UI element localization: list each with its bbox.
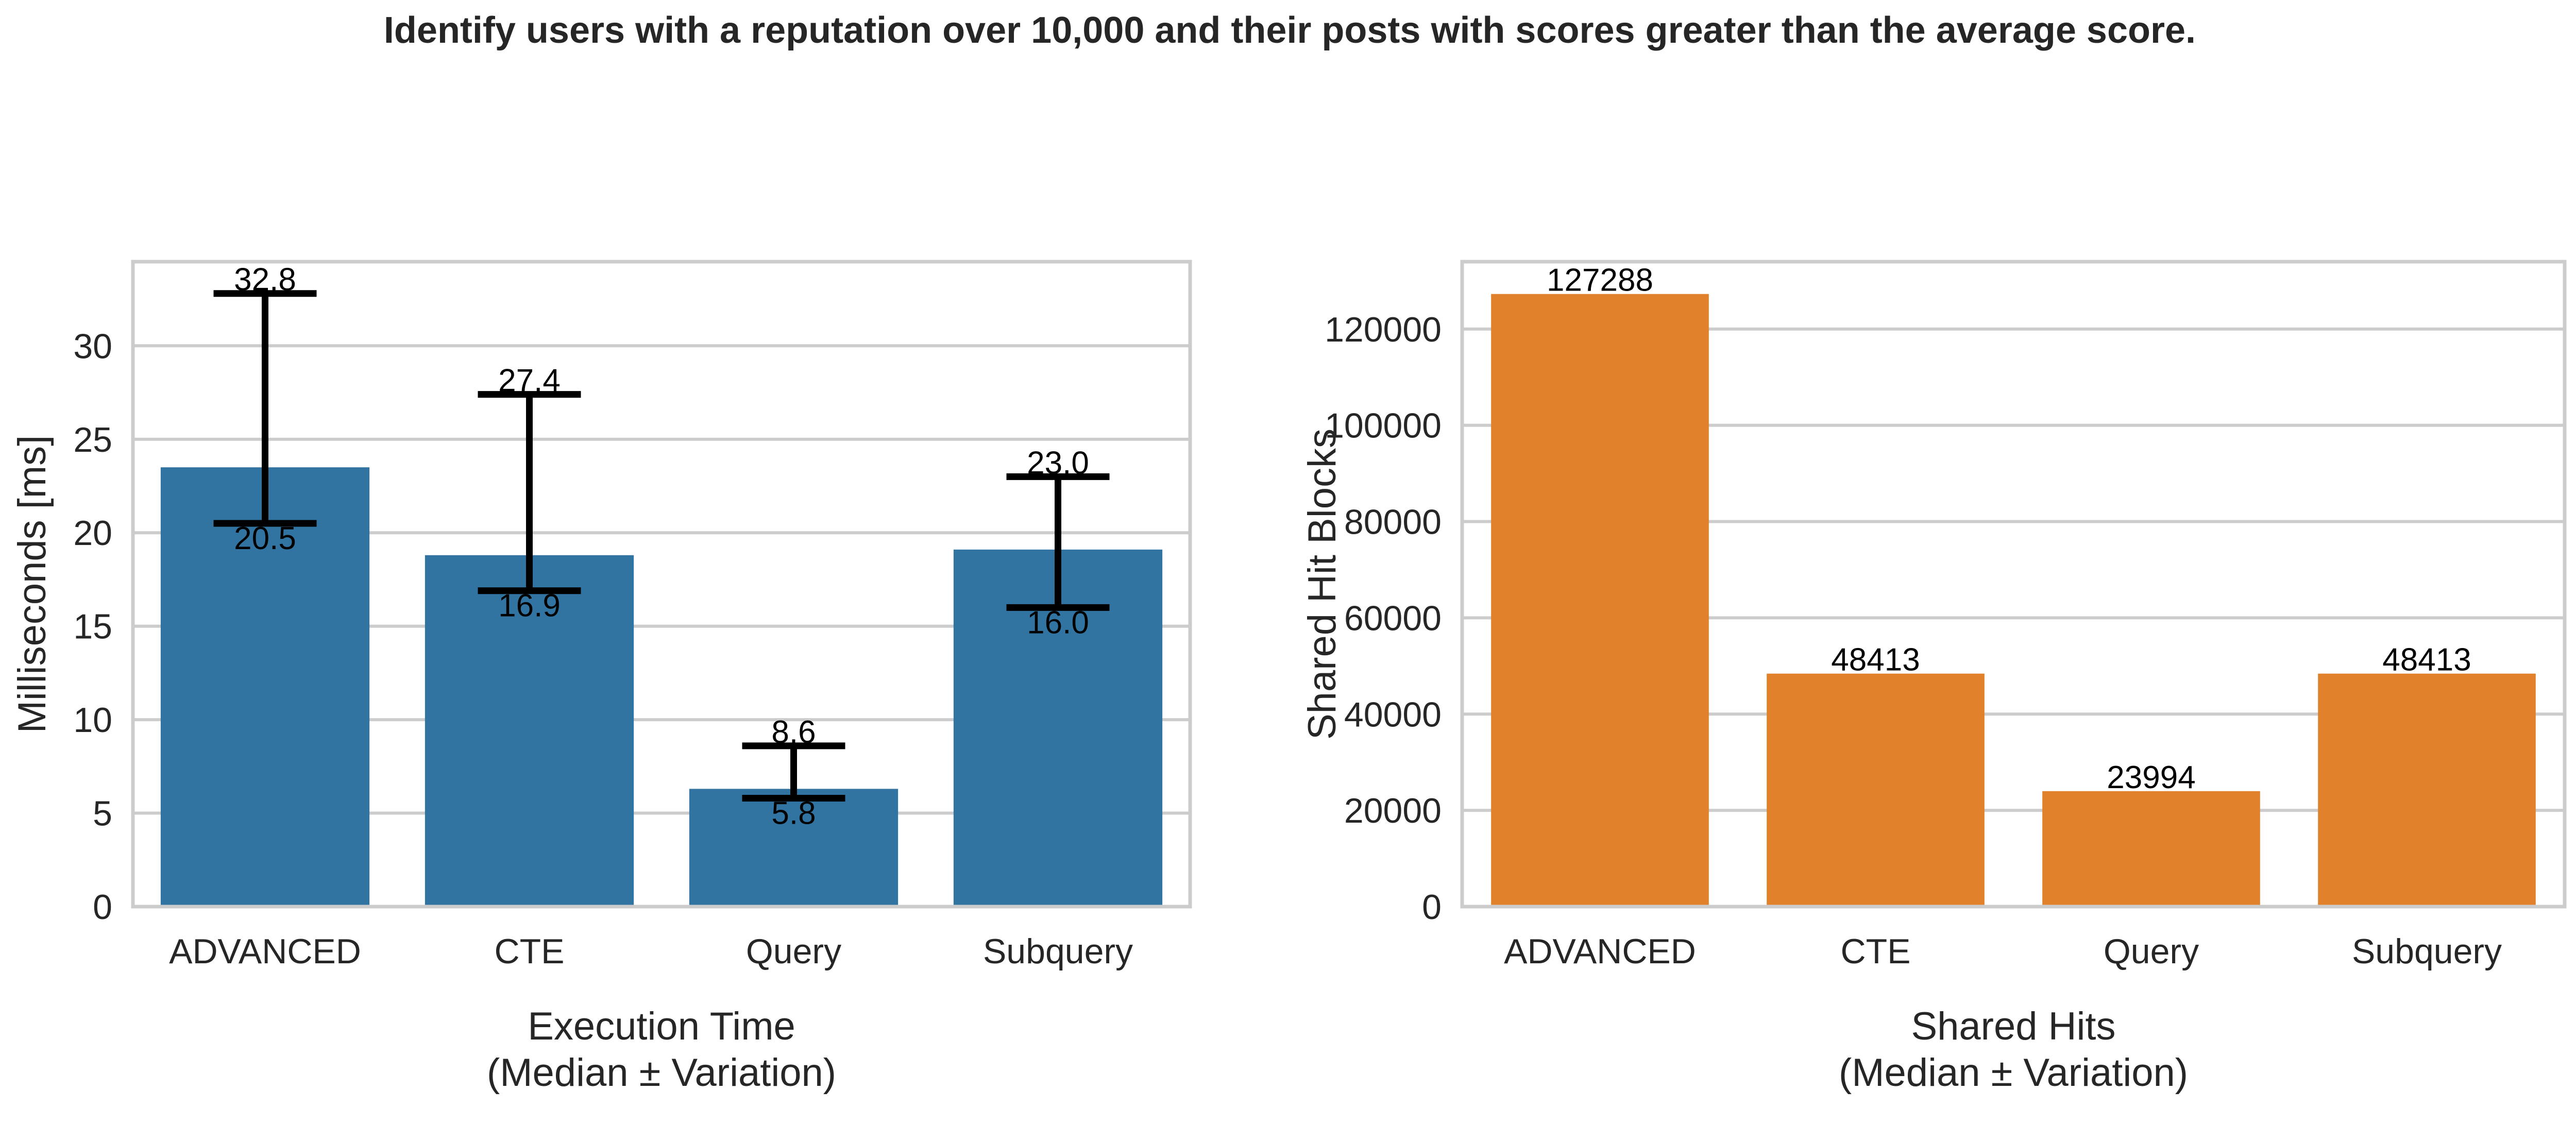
y-tick-label: 30 (73, 327, 112, 366)
y-tick-label: 20 (73, 514, 112, 553)
execution-time-chart: 0 5 10 15 20 25 30 ADVANCED CTE Query Subquery 32.8… (10, 260, 1192, 1095)
x-tick-label: Subquery (2352, 932, 2502, 971)
plot-frame (1460, 260, 2567, 909)
value-label: 48413 (2382, 642, 2471, 678)
y-axis-label: Milliseconds [ms] (10, 435, 54, 734)
figure-title: Identify users with a reputation over 10… (383, 10, 2196, 51)
x-tick-label: Subquery (983, 932, 1133, 971)
y-tick-label: 40000 (1344, 695, 1442, 734)
bar (689, 789, 899, 907)
y-axis-label: Shared Hit Blocks (1300, 429, 1344, 740)
y-tick-label: 60000 (1344, 599, 1442, 638)
x-tick-label: Query (746, 932, 841, 971)
x-axis-label: (Median ± Variation) (487, 1051, 836, 1095)
error-high-label: 32.8 (234, 262, 296, 298)
value-label: 48413 (1831, 642, 1920, 678)
error-low-label: 16.9 (498, 588, 561, 624)
y-tick-label: 20000 (1344, 791, 1442, 830)
bar (1767, 673, 1985, 907)
x-axis-label: (Median ± Variation) (1839, 1051, 2188, 1095)
error-high-label: 27.4 (498, 363, 561, 399)
error-low-label: 20.5 (234, 521, 296, 556)
value-label: 127288 (1547, 263, 1653, 298)
plot-frame (131, 260, 1192, 909)
y-tick-label: 15 (73, 607, 112, 646)
x-tick-label: Query (2104, 932, 2199, 971)
error-high-label: 8.6 (771, 714, 816, 750)
x-tick-label: CTE (1841, 932, 1911, 971)
y-tick-label: 0 (93, 888, 112, 927)
y-tick-label: 100000 (1325, 406, 1442, 446)
bar (2042, 791, 2260, 907)
y-tick-label: 25 (73, 420, 112, 459)
y-tick-label: 10 (73, 701, 112, 740)
y-tick-label: 0 (1422, 888, 1442, 927)
bar (2318, 673, 2536, 907)
bar (1491, 294, 1709, 907)
shared-hits-chart: 0 20000 40000 60000 80000 100000 120000 ADVANCE… (1300, 260, 2567, 1095)
bar (425, 555, 634, 907)
error-low-label: 5.8 (771, 796, 816, 831)
y-tick-label: 80000 (1344, 503, 1442, 542)
error-high-label: 23.0 (1027, 445, 1089, 481)
x-tick-label: CTE (495, 932, 565, 971)
value-label: 23994 (2107, 760, 2195, 795)
x-tick-label: ADVANCED (1504, 932, 1696, 971)
bar (160, 467, 370, 907)
y-tick-label: 5 (93, 794, 112, 833)
error-low-label: 16.0 (1027, 605, 1089, 640)
x-tick-label: ADVANCED (169, 932, 361, 971)
x-axis-label: Execution Time (528, 1004, 795, 1048)
x-axis-label: Shared Hits (1911, 1004, 2115, 1048)
y-tick-label: 120000 (1325, 310, 1442, 349)
